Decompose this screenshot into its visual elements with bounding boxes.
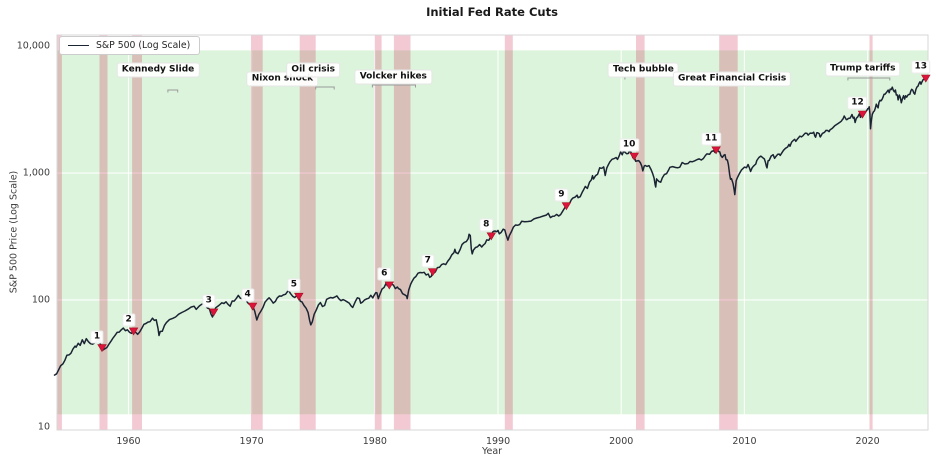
chart-title: Initial Fed Rate Cuts bbox=[426, 5, 558, 19]
plot-border bbox=[56, 34, 929, 431]
x-axis-label: Year bbox=[481, 446, 503, 457]
rate-cut-number: 8 bbox=[479, 218, 493, 232]
recession-band bbox=[99, 35, 108, 430]
rate-cut-number: 1 bbox=[90, 330, 104, 344]
sp500-line bbox=[53, 77, 927, 376]
y-tick-label: 1,000 bbox=[22, 167, 50, 179]
rate-cut-marker bbox=[629, 152, 639, 161]
rate-cut-marker bbox=[247, 302, 258, 311]
y-axis-label: S&P 500 Price (Log Scale) bbox=[8, 170, 20, 294]
x-tick-label: 2000 bbox=[609, 436, 634, 447]
recession-band bbox=[299, 35, 316, 430]
recession-band bbox=[869, 35, 873, 430]
rate-cut-number: 6 bbox=[377, 267, 391, 281]
recession-band bbox=[504, 35, 513, 430]
y-tick-label: 10,000 bbox=[16, 40, 50, 52]
rate-cut-marker bbox=[921, 74, 931, 83]
event-annotation: Kennedy Slide bbox=[116, 62, 200, 77]
rate-cut-number: 11 bbox=[701, 132, 721, 146]
rate-cut-marker bbox=[128, 327, 139, 336]
rate-cut-marker bbox=[711, 146, 721, 155]
rate-cut-marker bbox=[427, 268, 438, 277]
annotation-bracket bbox=[847, 77, 891, 81]
x-tick-label: 2020 bbox=[855, 436, 880, 447]
x-tick-label: 1960 bbox=[116, 436, 141, 447]
rate-cut-number: 4 bbox=[240, 288, 255, 302]
rate-cut-number: 5 bbox=[287, 278, 301, 292]
event-annotation: Tech bubble bbox=[607, 62, 679, 78]
rate-cut-number: 2 bbox=[121, 313, 136, 327]
annotation-bracket bbox=[167, 89, 179, 93]
event-annotation: Oil crisis bbox=[286, 62, 341, 77]
recession-band bbox=[374, 35, 382, 430]
event-annotation: Volcker hikes bbox=[354, 69, 432, 85]
annotation-bracket bbox=[315, 86, 335, 90]
y-tick-label: 10 bbox=[37, 421, 50, 433]
recession-band bbox=[132, 35, 142, 430]
x-tick-label: 2010 bbox=[732, 436, 757, 447]
rate-cut-marker bbox=[97, 344, 107, 353]
recession-band bbox=[57, 35, 62, 430]
annotation-bracket bbox=[371, 84, 416, 88]
legend: S&P 500 (Log Scale) bbox=[59, 36, 201, 55]
x-tick-label: 1970 bbox=[239, 436, 264, 447]
event-annotation: Trump tariffs bbox=[824, 61, 901, 77]
x-tick-label: 1990 bbox=[485, 436, 511, 447]
rate-cut-marker bbox=[857, 110, 868, 119]
rate-cut-number: 3 bbox=[202, 294, 216, 308]
event-annotation: Great Financial Crisis bbox=[673, 71, 792, 87]
recession-band bbox=[251, 35, 263, 430]
recession-band bbox=[393, 35, 411, 430]
rate-cut-number: 9 bbox=[554, 188, 569, 202]
recession-band bbox=[719, 35, 738, 430]
rate-cut-marker bbox=[208, 308, 219, 317]
rate-cut-number: 13 bbox=[911, 60, 931, 74]
rate-cut-marker bbox=[561, 202, 572, 211]
rate-cut-marker bbox=[294, 292, 304, 301]
rate-cut-marker bbox=[486, 232, 497, 241]
legend-label: S&P 500 (Log Scale) bbox=[96, 40, 191, 51]
rate-cut-marker bbox=[384, 281, 395, 290]
rate-cut-number: 10 bbox=[619, 138, 639, 152]
rate-cut-number: 12 bbox=[847, 96, 868, 110]
x-tick-label: 1980 bbox=[362, 436, 387, 447]
recession-band bbox=[636, 35, 645, 430]
y-tick-label: 100 bbox=[31, 294, 50, 306]
legend-line-swatch bbox=[68, 45, 89, 46]
rate-cut-number: 7 bbox=[421, 254, 435, 268]
